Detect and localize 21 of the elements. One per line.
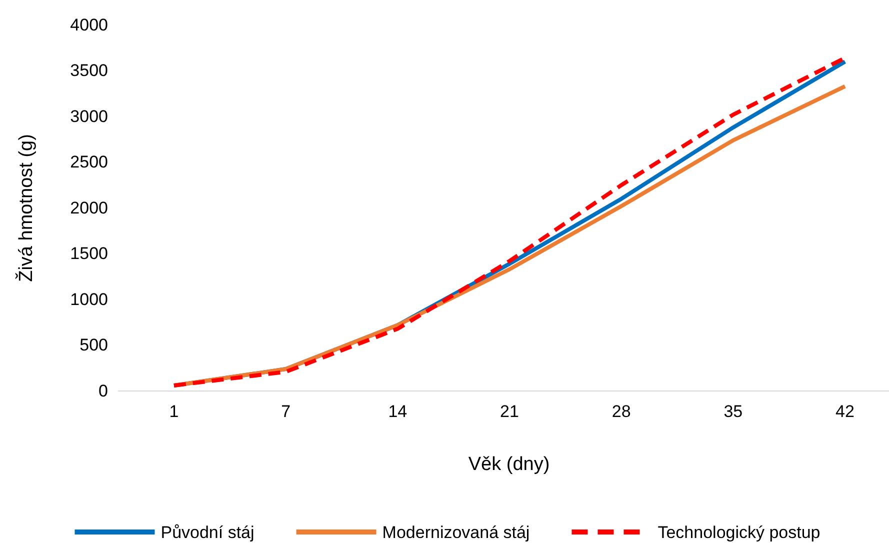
x-tick-label: 28: [612, 402, 631, 422]
x-axis-title: Věk (dny): [468, 454, 550, 475]
y-tick-label: 4000: [70, 15, 108, 34]
y-tick-label: 2000: [70, 198, 108, 218]
y-tick-label: 3000: [70, 106, 108, 126]
y-tick-label: 1500: [70, 244, 108, 264]
y-tick-label: 0: [98, 381, 108, 400]
legend-label: Technologický postup: [658, 523, 820, 542]
x-tick-label: 35: [724, 402, 743, 422]
y-axis-title: Živá hmotnost (g): [15, 134, 37, 282]
legend-label: Původní stáj: [160, 523, 254, 542]
x-tick-label: 7: [281, 402, 291, 422]
x-tick-label: 14: [388, 402, 408, 422]
y-tick-label: 2500: [70, 152, 108, 172]
x-tick-label: 1: [169, 402, 179, 422]
y-tick-label: 1000: [70, 290, 108, 309]
y-tick-label: 500: [80, 336, 108, 355]
y-tick-label: 3500: [70, 61, 108, 80]
x-tick-label: 21: [500, 402, 519, 422]
legend-label: Modernizovaná stáj: [382, 523, 530, 542]
x-tick-label: 42: [836, 402, 854, 422]
